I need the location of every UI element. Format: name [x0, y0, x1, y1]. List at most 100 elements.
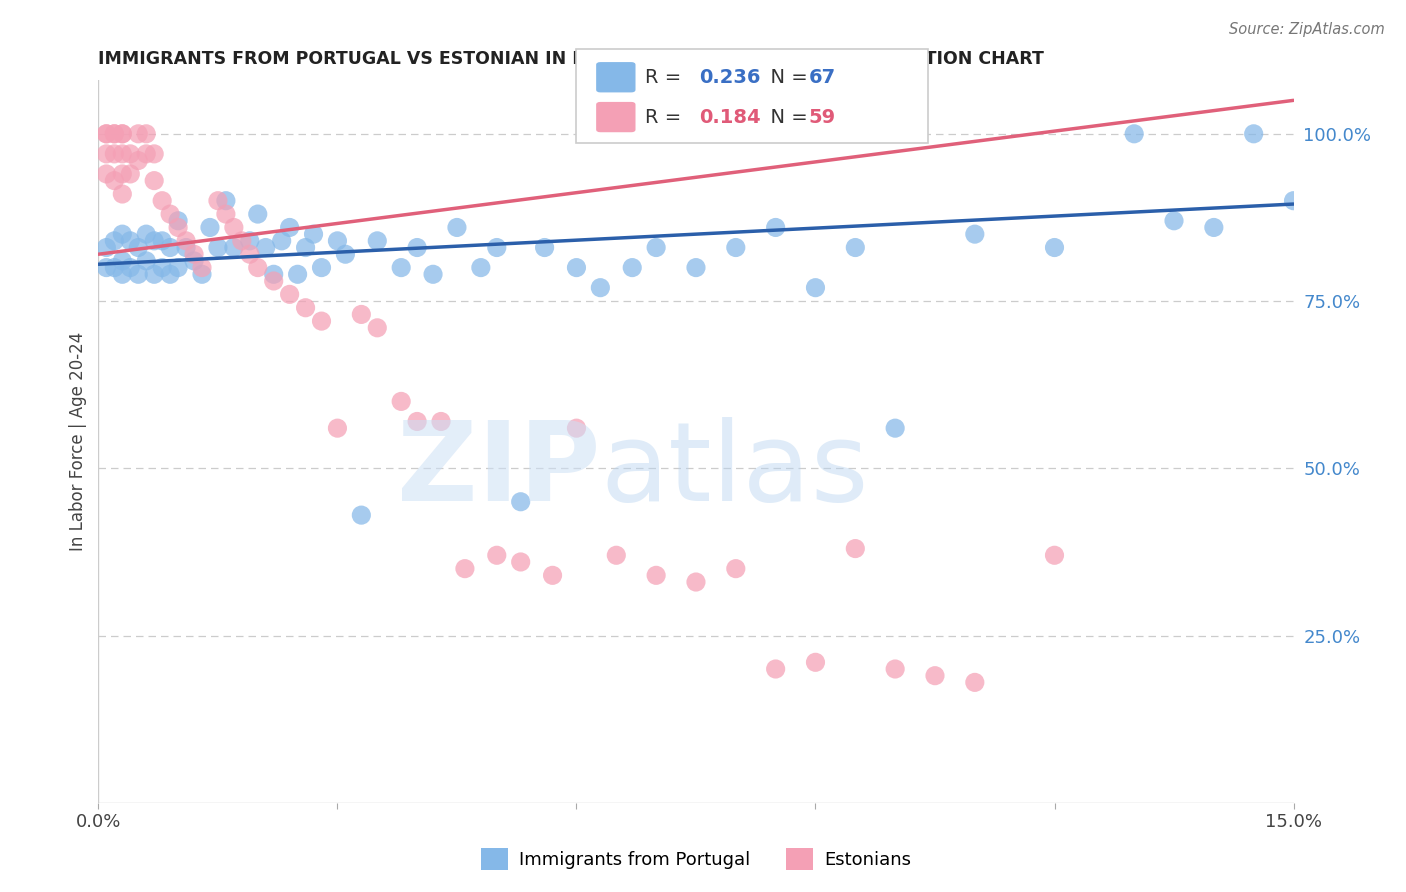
Point — [605, 548, 627, 563]
Point — [246, 260, 269, 275]
Point — [645, 568, 668, 582]
Point — [765, 220, 787, 235]
Point — [1163, 214, 1185, 228]
Point — [96, 241, 118, 255]
Point — [120, 147, 142, 161]
Point — [127, 127, 149, 141]
Text: 0.184: 0.184 — [699, 108, 761, 127]
Point — [143, 173, 166, 188]
Point — [191, 268, 214, 282]
Text: 59: 59 — [808, 108, 835, 127]
Point — [685, 260, 707, 275]
Point — [207, 194, 229, 208]
Text: Source: ZipAtlas.com: Source: ZipAtlas.com — [1229, 22, 1385, 37]
Point — [183, 247, 205, 261]
Point — [685, 575, 707, 590]
Point — [350, 508, 373, 523]
Point — [111, 254, 134, 268]
Point — [120, 167, 142, 181]
Point — [541, 568, 564, 582]
Point — [222, 241, 245, 255]
Point — [215, 207, 238, 221]
Point — [263, 274, 285, 288]
Point — [183, 254, 205, 268]
Point — [1043, 241, 1066, 255]
Point — [389, 394, 412, 409]
Point — [509, 494, 531, 508]
Point — [174, 241, 197, 255]
Point — [111, 187, 134, 202]
Point — [294, 241, 316, 255]
Point — [454, 562, 477, 576]
Point — [159, 207, 181, 221]
Point — [198, 220, 221, 235]
Point — [287, 268, 309, 282]
Point — [422, 268, 444, 282]
Text: IMMIGRANTS FROM PORTUGAL VS ESTONIAN IN LABOR FORCE | AGE 20-24 CORRELATION CHAR: IMMIGRANTS FROM PORTUGAL VS ESTONIAN IN … — [98, 50, 1045, 68]
Point — [239, 247, 262, 261]
Point — [884, 421, 907, 435]
Point — [621, 260, 644, 275]
Point — [96, 127, 118, 141]
Point — [111, 167, 134, 181]
Point — [1043, 548, 1066, 563]
Point — [135, 227, 157, 242]
Text: R =: R = — [645, 68, 688, 87]
Point — [724, 562, 747, 576]
Point — [326, 234, 349, 248]
Point — [215, 194, 238, 208]
Point — [724, 241, 747, 255]
Text: 0.236: 0.236 — [699, 68, 761, 87]
Point — [246, 207, 269, 221]
Point — [1202, 220, 1225, 235]
Point — [804, 281, 827, 295]
Point — [963, 675, 986, 690]
Point — [1123, 127, 1146, 141]
Text: R =: R = — [645, 108, 688, 127]
Point — [884, 662, 907, 676]
Point — [103, 173, 125, 188]
Point — [509, 555, 531, 569]
Point — [120, 260, 142, 275]
Text: ZIP: ZIP — [396, 417, 600, 524]
Text: 67: 67 — [808, 68, 835, 87]
Point — [191, 260, 214, 275]
Point — [470, 260, 492, 275]
Point — [222, 220, 245, 235]
Point — [765, 662, 787, 676]
Point — [406, 241, 429, 255]
Point — [103, 260, 125, 275]
Point — [446, 220, 468, 235]
Point — [406, 414, 429, 429]
Point — [127, 241, 149, 255]
Point — [96, 127, 118, 141]
Point — [565, 260, 588, 275]
Point — [103, 234, 125, 248]
Point — [485, 548, 508, 563]
Point — [263, 268, 285, 282]
Point — [96, 147, 118, 161]
Point — [565, 421, 588, 435]
Point — [159, 241, 181, 255]
Point — [389, 260, 412, 275]
Point — [485, 241, 508, 255]
Point — [143, 268, 166, 282]
Point — [302, 227, 325, 242]
Point — [167, 260, 190, 275]
Point — [111, 127, 134, 141]
Point — [278, 287, 301, 301]
Point — [294, 301, 316, 315]
Point — [844, 541, 866, 556]
Point — [844, 241, 866, 255]
Point — [326, 421, 349, 435]
Point — [311, 260, 333, 275]
Text: N =: N = — [758, 68, 814, 87]
Point — [1282, 194, 1305, 208]
Point — [96, 260, 118, 275]
Point — [589, 281, 612, 295]
Point — [135, 127, 157, 141]
Text: N =: N = — [758, 108, 814, 127]
Point — [103, 147, 125, 161]
Point — [174, 234, 197, 248]
Point — [366, 321, 388, 335]
